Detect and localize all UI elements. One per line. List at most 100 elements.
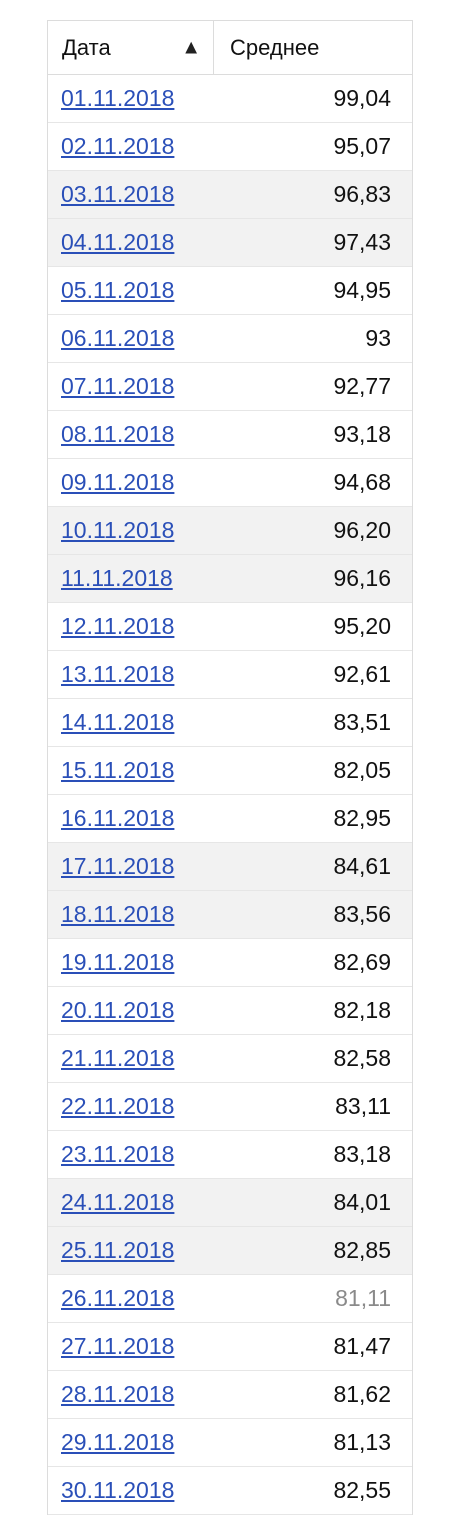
table-row: 24.11.2018 84,01 [48, 1179, 412, 1227]
date-link[interactable]: 15.11.2018 [61, 757, 175, 783]
table-row: 06.11.2018 93 [48, 315, 412, 363]
table-row: 01.11.2018 99,04 [48, 75, 412, 123]
date-cell: 04.11.2018 [48, 229, 214, 256]
average-value-cell: 95,07 [333, 133, 391, 159]
date-link[interactable]: 22.11.2018 [61, 1093, 175, 1119]
average-value-cell: 81,11 [335, 1285, 391, 1311]
date-link[interactable]: 20.11.2018 [61, 997, 175, 1023]
table-row: 13.11.2018 92,61 [48, 651, 412, 699]
average-value-cell: 83,18 [333, 1141, 391, 1167]
table-row: 16.11.2018 82,95 [48, 795, 412, 843]
average-value-cell: 97,43 [333, 229, 391, 255]
table-row: 02.11.2018 95,07 [48, 123, 412, 171]
table-row: 03.11.2018 96,83 [48, 171, 412, 219]
average-value-cell: 82,18 [333, 997, 391, 1023]
table-row: 23.11.2018 83,18 [48, 1131, 412, 1179]
date-cell: 07.11.2018 [48, 373, 214, 400]
average-value-cell: 92,61 [333, 661, 391, 687]
column-header-average[interactable]: Среднее [214, 21, 412, 74]
date-link[interactable]: 25.11.2018 [61, 1237, 175, 1263]
date-link[interactable]: 02.11.2018 [61, 133, 175, 159]
table-row: 15.11.2018 82,05 [48, 747, 412, 795]
date-cell: 19.11.2018 [48, 949, 214, 976]
table-row: 29.11.2018 81,13 [48, 1419, 412, 1467]
date-link[interactable]: 27.11.2018 [61, 1333, 175, 1359]
date-link[interactable]: 23.11.2018 [61, 1141, 175, 1167]
date-link[interactable]: 11.11.2018 [61, 565, 173, 591]
average-value-cell: 82,55 [333, 1477, 391, 1503]
average-value-cell: 84,01 [333, 1189, 391, 1215]
date-link[interactable]: 29.11.2018 [61, 1429, 175, 1455]
date-cell: 22.11.2018 [48, 1093, 214, 1120]
date-link[interactable]: 05.11.2018 [61, 277, 175, 303]
date-link[interactable]: 13.11.2018 [61, 661, 175, 687]
date-link[interactable]: 30.11.2018 [61, 1477, 175, 1503]
date-link[interactable]: 06.11.2018 [61, 325, 175, 351]
date-link[interactable]: 26.11.2018 [61, 1285, 175, 1311]
column-header-date[interactable]: Дата ▲ [48, 21, 214, 74]
table-row: 30.11.2018 82,55 [48, 1467, 412, 1515]
date-link[interactable]: 17.11.2018 [61, 853, 175, 879]
average-value-cell: 82,85 [333, 1237, 391, 1263]
date-link[interactable]: 07.11.2018 [61, 373, 175, 399]
average-value-cell: 82,95 [333, 805, 391, 831]
date-link[interactable]: 04.11.2018 [61, 229, 175, 255]
date-cell: 28.11.2018 [48, 1381, 214, 1408]
date-cell: 20.11.2018 [48, 997, 214, 1024]
average-value-cell: 94,95 [333, 277, 391, 303]
date-cell: 17.11.2018 [48, 853, 214, 880]
date-cell: 10.11.2018 [48, 517, 214, 544]
date-cell: 23.11.2018 [48, 1141, 214, 1168]
table-row: 26.11.2018 81,11 [48, 1275, 412, 1323]
date-link[interactable]: 14.11.2018 [61, 709, 175, 735]
date-cell: 21.11.2018 [48, 1045, 214, 1072]
date-link[interactable]: 24.11.2018 [61, 1189, 175, 1215]
average-value-cell: 92,77 [333, 373, 391, 399]
table-row: 25.11.2018 82,85 [48, 1227, 412, 1275]
date-link[interactable]: 21.11.2018 [61, 1045, 175, 1071]
average-value-cell: 83,11 [335, 1093, 391, 1119]
date-link[interactable]: 16.11.2018 [61, 805, 175, 831]
table-row: 08.11.2018 93,18 [48, 411, 412, 459]
date-link[interactable]: 01.11.2018 [61, 85, 175, 111]
average-value-cell: 81,47 [333, 1333, 391, 1359]
date-link[interactable]: 08.11.2018 [61, 421, 175, 447]
table-row: 07.11.2018 92,77 [48, 363, 412, 411]
date-cell: 03.11.2018 [48, 181, 214, 208]
date-link[interactable]: 12.11.2018 [61, 613, 175, 639]
date-link[interactable]: 09.11.2018 [61, 469, 175, 495]
table-row: 10.11.2018 96,20 [48, 507, 412, 555]
table-row: 28.11.2018 81,62 [48, 1371, 412, 1419]
date-link[interactable]: 03.11.2018 [61, 181, 175, 207]
table-row: 09.11.2018 94,68 [48, 459, 412, 507]
average-value-cell: 82,69 [333, 949, 391, 975]
date-cell: 26.11.2018 [48, 1285, 214, 1312]
date-link[interactable]: 10.11.2018 [61, 517, 175, 543]
average-value-cell: 82,05 [333, 757, 391, 783]
date-cell: 05.11.2018 [48, 277, 214, 304]
date-link[interactable]: 19.11.2018 [61, 949, 175, 975]
table-row: 27.11.2018 81,47 [48, 1323, 412, 1371]
column-header-average-label: Среднее [230, 34, 320, 60]
average-value-cell: 95,20 [333, 613, 391, 639]
table-row: 18.11.2018 83,56 [48, 891, 412, 939]
sort-ascending-icon[interactable]: ▲ [181, 36, 201, 58]
date-cell: 30.11.2018 [48, 1477, 214, 1504]
date-cell: 13.11.2018 [48, 661, 214, 688]
date-cell: 06.11.2018 [48, 325, 214, 352]
average-value-cell: 83,56 [333, 901, 391, 927]
date-cell: 09.11.2018 [48, 469, 214, 496]
date-link[interactable]: 18.11.2018 [61, 901, 175, 927]
table-row: 22.11.2018 83,11 [48, 1083, 412, 1131]
average-value-cell: 96,83 [333, 181, 391, 207]
date-cell: 18.11.2018 [48, 901, 214, 928]
table-row: 05.11.2018 94,95 [48, 267, 412, 315]
average-value-cell: 84,61 [333, 853, 391, 879]
date-cell: 24.11.2018 [48, 1189, 214, 1216]
date-cell: 27.11.2018 [48, 1333, 214, 1360]
table-body: 01.11.2018 99,04 02.11.2018 95,07 03.11.2018… [48, 75, 412, 1515]
average-value-cell: 93 [365, 325, 391, 351]
table-row: 19.11.2018 82,69 [48, 939, 412, 987]
date-cell: 15.11.2018 [48, 757, 214, 784]
date-link[interactable]: 28.11.2018 [61, 1381, 175, 1407]
